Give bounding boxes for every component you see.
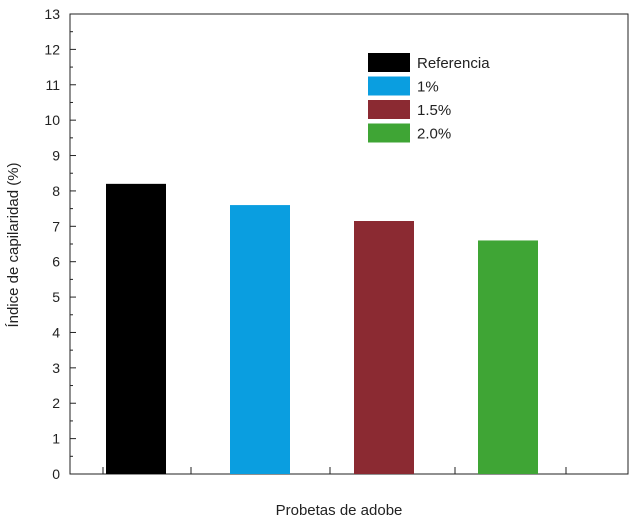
legend-swatch-2: [368, 76, 410, 96]
bar-1: [106, 183, 166, 474]
bar-4: [478, 240, 538, 474]
y-tick-label: 10: [44, 112, 60, 128]
y-tick-label: 11: [45, 77, 60, 93]
legend-label-1: Referencia: [417, 55, 490, 72]
legend: Referencia 1% 1.5% 2.0%: [368, 53, 490, 143]
y-tick-label: 6: [52, 254, 60, 270]
y-tick-label: 3: [52, 360, 60, 376]
legend-label-2: 1%: [417, 79, 439, 96]
y-axis-label: Índice de capilaridad (%): [5, 162, 22, 327]
bars: [106, 183, 538, 475]
y-tick-label: 0: [52, 466, 60, 482]
legend-label-4: 2.0%: [417, 126, 451, 143]
y-tick-label: 12: [44, 41, 60, 57]
y-tick-label: 13: [44, 6, 60, 22]
bar-2: [230, 205, 290, 475]
legend-swatch-1: [368, 53, 410, 72]
y-tick-label: 4: [52, 324, 60, 340]
y-tick-label: 8: [52, 183, 60, 199]
x-axis-label: Probetas de adobe: [276, 502, 403, 519]
y-tick-label: 2: [52, 395, 60, 411]
y-tick-label: 1: [52, 431, 60, 447]
y-tick-label: 7: [52, 218, 60, 234]
legend-label-3: 1.5%: [417, 102, 451, 119]
y-tick-label: 9: [52, 148, 60, 164]
legend-swatch-3: [368, 100, 410, 119]
y-tick-label: 5: [52, 289, 60, 305]
x-axis: [102, 467, 567, 474]
bar-3: [354, 221, 414, 474]
legend-swatch-4: [368, 123, 410, 143]
